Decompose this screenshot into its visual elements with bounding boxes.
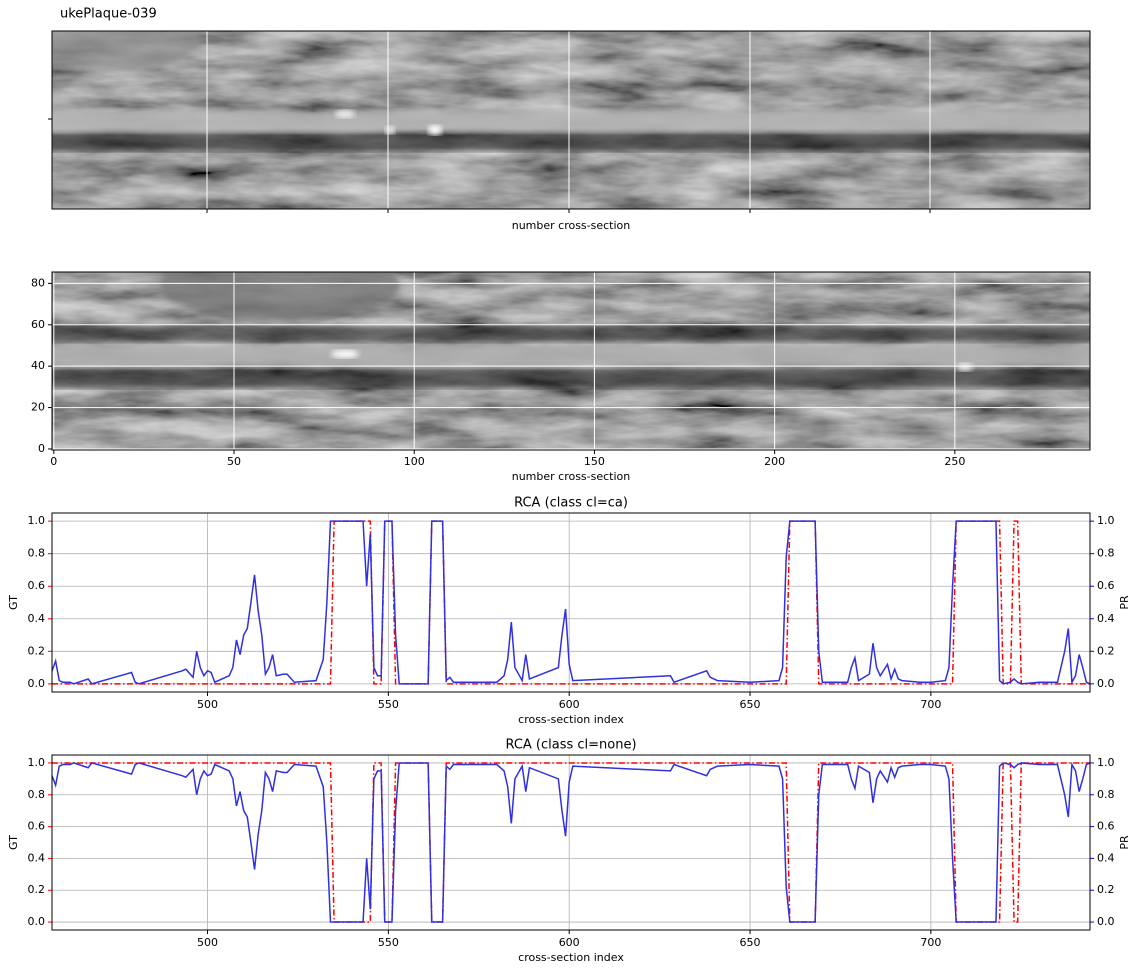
y-tick-label: 0.0 <box>28 677 46 690</box>
x-axis-label: cross-section index <box>518 951 624 964</box>
figure: ukePlaque-039 number cross-section 0 50 10… <box>0 0 1131 969</box>
x-tick-label: 150 <box>584 455 605 468</box>
x-tick-label: 700 <box>920 698 941 711</box>
x-tick-label: 200 <box>764 455 785 468</box>
x-tick-label: 700 <box>920 936 941 949</box>
image-dark-band <box>40 368 1100 388</box>
x-tick-label: 550 <box>378 936 399 949</box>
y-tick-label: 0.2 <box>28 883 46 896</box>
y-tick-label: 20 <box>31 401 45 414</box>
figure-title: ukePlaque-039 <box>60 7 157 22</box>
calcification <box>385 126 395 134</box>
y2-tick-label: 0.2 <box>1097 883 1115 896</box>
image-dark-band <box>40 326 1100 342</box>
x-tick-label: 550 <box>378 698 399 711</box>
y-axis-label: GT <box>7 835 20 850</box>
calcification <box>428 125 442 135</box>
x-tick-label: 500 <box>197 698 218 711</box>
y-axis-label: GT <box>7 595 20 610</box>
y-tick-label: 0.0 <box>28 915 46 928</box>
y2-tick-label: 0.6 <box>1097 820 1115 833</box>
x-tick-label: 600 <box>559 936 580 949</box>
x-tick-label: 600 <box>559 698 580 711</box>
image-dark-band <box>40 131 1100 151</box>
x-tick-label: 100 <box>404 455 425 468</box>
y2-tick-label: 1.0 <box>1097 514 1115 527</box>
y2-tick-label: 0.6 <box>1097 579 1115 592</box>
y-tick-label: 0.2 <box>28 644 46 657</box>
calcification <box>957 363 973 371</box>
y-tick-label: 40 <box>31 359 45 372</box>
ct-image <box>20 10 1100 209</box>
x-tick-label: 650 <box>740 698 761 711</box>
y-tick-label: 0.4 <box>28 612 46 625</box>
x-tick-label: 250 <box>944 455 965 468</box>
x-tick-label: 500 <box>197 936 218 949</box>
y-tick-label: 60 <box>31 318 45 331</box>
x-tick-label: 650 <box>740 936 761 949</box>
y2-tick-label: 0.2 <box>1097 644 1115 657</box>
y-tick-label: 1.0 <box>28 756 46 769</box>
y-tick-label: 0.4 <box>28 851 46 864</box>
chart-title: RCA (class cl=none) <box>505 738 636 753</box>
x-axis-label: cross-section index <box>518 713 624 726</box>
page: {"chart_data": [ {"type": "image", "titl… <box>0 0 1131 969</box>
y2-tick-label: 0.4 <box>1097 851 1115 864</box>
vessel-band <box>40 110 1100 132</box>
y-tick-label: 0.6 <box>28 820 46 833</box>
vessel-band <box>40 345 1100 367</box>
x-tick-label: 50 <box>227 455 241 468</box>
y-tick-label: 80 <box>31 276 45 289</box>
y2-tick-label: 0.4 <box>1097 612 1115 625</box>
chart-title: RCA (class cl=ca) <box>514 496 628 511</box>
calcification <box>331 350 359 358</box>
y-tick-label: 0.8 <box>28 547 46 560</box>
y2-tick-label: 0.8 <box>1097 547 1115 560</box>
image-blob <box>160 250 400 320</box>
y-tick-label: 1.0 <box>28 514 46 527</box>
calcification <box>335 110 355 118</box>
x-tick-label: 0 <box>50 455 57 468</box>
y-tick-label: 0 <box>38 442 45 455</box>
x-axis-label: number cross-section <box>512 219 631 232</box>
x-axis-label: number cross-section <box>512 470 631 483</box>
y2-tick-label: 0.0 <box>1097 677 1115 690</box>
y-tick-label: 0.6 <box>28 579 46 592</box>
y2-tick-label: 0.0 <box>1097 915 1115 928</box>
y2-axis-label: PR <box>1118 595 1131 610</box>
y2-tick-label: 1.0 <box>1097 756 1115 769</box>
y2-axis-label: PR <box>1118 835 1131 850</box>
ct-image <box>40 250 1100 450</box>
y2-tick-label: 0.8 <box>1097 788 1115 801</box>
y-tick-label: 0.8 <box>28 788 46 801</box>
